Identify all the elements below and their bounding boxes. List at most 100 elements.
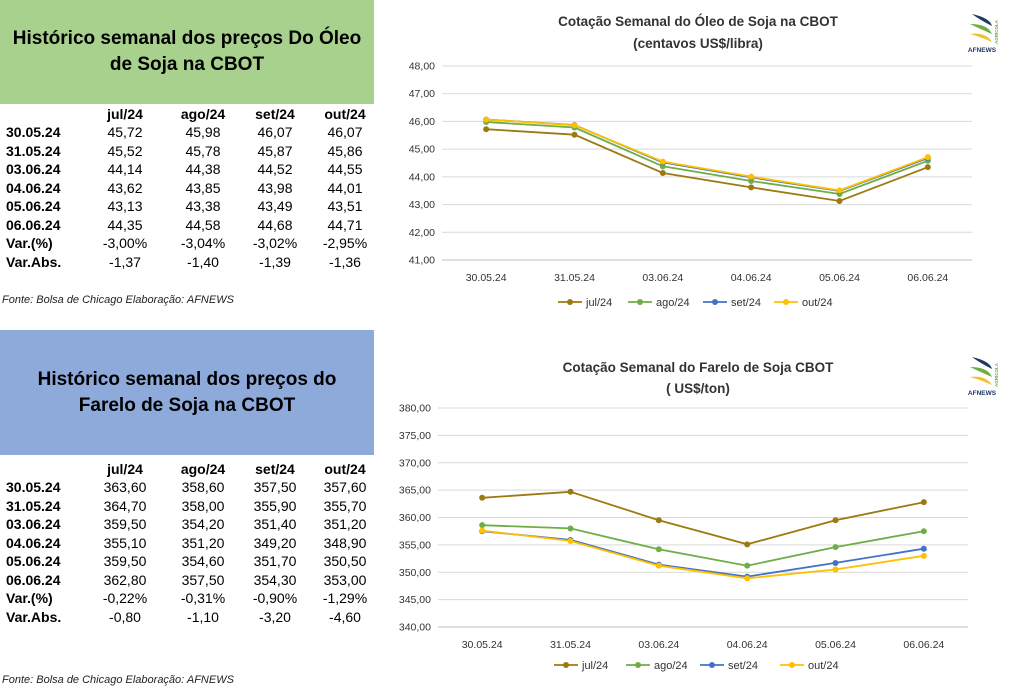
table-cell: 44,71 [327,216,363,233]
series-line-out/24 [482,529,924,580]
table-cell: 357,50 [181,571,225,588]
chart-legend: jul/24 ago/24 set/24 out/24 [558,297,833,309]
data-point [920,552,927,559]
meal-panel-title: Histórico semanal dos preços do Farelo d… [0,330,374,455]
chart-subtitle: ( US$/ton) [666,381,730,396]
y-tick-label: 41,00 [409,255,435,267]
column-header: set/24 [255,106,295,122]
column-header: jul/24 [107,461,143,477]
table-cell: 44,68 [257,216,293,233]
table-cell: 363,60 [103,479,147,496]
table-row: 31.05.24 45,52 45,78 45,87 45,86 [6,142,380,161]
table-cell: 358,00 [181,497,225,514]
table-cell: -0,90% [252,590,298,607]
table-cell: 44,35 [107,216,143,233]
table-cell: 351,40 [253,516,297,533]
table-row: Var.Abs. -1,37 -1,40 -1,39 -1,36 [6,253,380,272]
table-row: 06.06.24 362,80 357,50 354,30 353,00 [6,571,380,590]
data-point [748,184,755,191]
row-label: 05.06.24 [6,198,61,215]
table-cell: -1,39 [259,253,291,270]
table-cell: 364,70 [103,497,147,514]
data-point [832,566,839,573]
y-tick-label: 44,00 [409,171,435,183]
row-label: 03.06.24 [6,161,61,178]
data-point [744,541,751,548]
series-line-ago/24 [486,121,929,195]
logo-brand: AFNEWS [968,390,997,397]
table-cell: 44,55 [327,161,363,178]
series-line-out/24 [486,118,929,192]
legend-marker [789,662,795,668]
chart-legend: jul/24 ago/24 set/24 out/24 [554,660,839,672]
y-tick-label: 375,00 [399,430,431,442]
table-cell: 351,20 [181,534,225,551]
table-row: 04.06.24 43,62 43,85 43,98 44,01 [6,179,380,198]
legend-entry: ago/24 [654,660,688,672]
logo-brand: AFNEWS [968,47,997,54]
table-corner [6,460,84,478]
table-corner [6,105,84,123]
table-cell: 44,58 [185,216,221,233]
row-label: 30.05.24 [6,124,61,141]
table-cell: 45,87 [257,142,293,159]
table-cell: 351,20 [323,516,367,533]
table-cell: 45,98 [185,124,221,141]
legend-entry: set/24 [728,660,758,672]
table-cell: 43,51 [327,198,363,215]
logo-leaf-mark [970,376,992,385]
table-cell: 45,72 [107,124,143,141]
data-point [567,538,574,545]
x-tick-label: 31.05.24 [550,639,591,651]
meal-price-table: jul/24 ago/24 set/24 out/24 30.05.24 363,60 3… [6,460,380,626]
column-header: out/24 [324,106,366,122]
row-label: 31.05.24 [6,497,61,514]
oil-panel-title: Histórico semanal dos preços Do Óleo de … [0,0,374,104]
y-tick-label: 48,00 [409,61,435,73]
row-label: Var.Abs. [6,253,62,270]
series-line-ago/24 [482,524,924,567]
chart-title: Cotação Semanal do Óleo de Soja na CBOT [558,14,839,29]
meal-source-note: Fonte: Bolsa de Chicago Elaboração: AFNE… [2,674,234,686]
column-header: jul/24 [107,106,143,122]
oil-source-note: Fonte: Bolsa de Chicago Elaboração: AFNE… [2,294,234,306]
data-point [748,173,755,180]
y-tick-label: 45,00 [409,144,435,156]
data-point [655,562,662,569]
table-header-row: jul/24 ago/24 set/24 out/24 [6,105,380,123]
table-cell: 44,01 [327,179,363,196]
table-cell: 44,38 [185,161,221,178]
x-tick-label: 04.06.24 [731,272,772,284]
table-cell: 45,86 [327,142,363,159]
logo-subtitle: AGRÍCOLA [992,19,999,44]
table-cell: 355,70 [323,497,367,514]
series-line-jul/24 [486,128,929,202]
legend-marker [712,299,718,305]
meal-price-chart: Cotação Semanal do Farelo de Soja CBOT (… [399,357,999,672]
legend-entry: set/24 [731,297,761,309]
y-tick-label: 42,00 [409,227,435,239]
row-label: 04.06.24 [6,534,61,551]
row-label: 06.06.24 [6,571,61,588]
row-label: Var.Abs. [6,608,62,625]
table-row: Var.(%) -3,00% -3,04% -3,02% -2,95% [6,234,380,253]
chart-subtitle: (centavos US$/libra) [633,36,763,51]
y-tick-label: 47,00 [409,88,435,100]
x-tick-label: 30.05.24 [466,272,507,284]
afnews-logo: AFNEWS AGRÍCOLA [968,14,999,54]
table-row: 30.05.24 45,72 45,98 46,07 46,07 [6,123,380,142]
series-line-jul/24 [482,490,924,546]
data-point [924,154,931,161]
table-row: Var.(%) -0,22% -0,31% -0,90% -1,29% [6,589,380,608]
data-point [479,527,486,534]
y-tick-label: 46,00 [409,116,435,128]
row-label: 03.06.24 [6,516,61,533]
row-label: 05.06.24 [6,553,61,570]
table-cell: 349,20 [253,534,297,551]
oil-price-chart: Cotação Semanal do Óleo de Soja na CBOT … [409,14,999,309]
logo-leaf-mark [970,33,992,42]
table-cell: 359,50 [103,516,147,533]
table-row: 05.06.24 43,13 43,38 43,49 43,51 [6,197,380,216]
data-point [832,517,839,524]
table-cell: 43,85 [185,179,221,196]
